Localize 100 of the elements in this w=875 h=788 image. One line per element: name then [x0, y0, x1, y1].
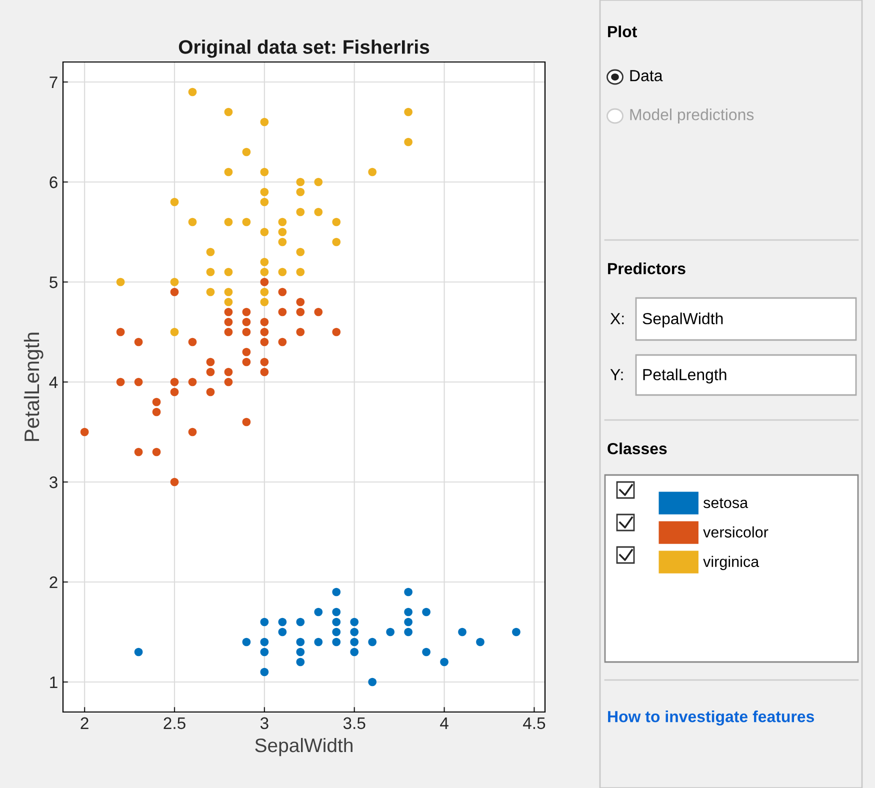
point	[260, 668, 269, 676]
point	[170, 198, 179, 206]
point	[386, 628, 394, 636]
point	[188, 338, 197, 346]
point	[512, 628, 520, 636]
point	[242, 218, 251, 226]
point	[260, 328, 269, 336]
point	[206, 368, 215, 376]
point	[332, 608, 341, 616]
text: Model predictions	[630, 108, 754, 124]
chart-title: Original data set: FisherIris	[178, 40, 430, 58]
y-tick-label: 1	[50, 676, 58, 688]
point	[206, 288, 215, 296]
point	[206, 358, 215, 366]
point	[170, 388, 179, 396]
point	[80, 428, 89, 436]
point	[224, 318, 233, 326]
point	[224, 268, 233, 276]
y-tick-label: 7	[50, 76, 58, 88]
y-tick-label: 6	[50, 176, 58, 188]
point	[296, 248, 305, 256]
x-tick-label: 2	[80, 717, 88, 729]
point	[278, 268, 287, 276]
point	[278, 308, 287, 316]
y-tick-label: 5	[50, 276, 58, 288]
point	[314, 608, 323, 616]
point	[260, 648, 269, 656]
point	[260, 288, 269, 296]
point	[296, 658, 305, 666]
point	[134, 648, 143, 656]
point	[242, 348, 251, 356]
point	[242, 328, 251, 336]
point	[152, 448, 161, 456]
point	[260, 188, 269, 196]
point	[224, 218, 233, 226]
y-axis-title: PetalLength	[24, 332, 44, 441]
text: Data	[630, 70, 663, 82]
y-tick-label: 3	[50, 476, 58, 488]
point	[350, 648, 359, 656]
point	[278, 218, 287, 226]
point	[260, 258, 269, 266]
point	[260, 268, 269, 276]
point	[116, 378, 125, 386]
point	[278, 288, 287, 296]
point	[242, 418, 251, 426]
point	[314, 208, 323, 216]
point	[224, 378, 233, 386]
point	[170, 278, 179, 286]
point	[296, 268, 305, 276]
point	[404, 138, 412, 146]
text: How to investigate features	[608, 710, 814, 726]
x-tick-label: 3.5	[343, 717, 366, 730]
legend-label: versicolor	[703, 526, 768, 538]
point	[224, 288, 233, 296]
point	[224, 368, 233, 376]
point	[332, 628, 341, 636]
point	[350, 618, 359, 626]
point	[368, 638, 377, 646]
point	[170, 288, 179, 296]
point	[152, 398, 161, 406]
point	[296, 178, 305, 186]
x-tick-label: 2.5	[164, 717, 186, 730]
point	[134, 448, 143, 456]
point	[260, 298, 269, 306]
point	[260, 368, 269, 376]
point	[260, 278, 269, 286]
point	[296, 328, 305, 336]
text: SepalWidth	[642, 312, 723, 328]
point	[260, 618, 269, 626]
point	[278, 338, 287, 346]
point	[260, 228, 269, 236]
point	[368, 168, 377, 176]
point	[188, 218, 197, 226]
point	[260, 118, 269, 126]
point	[296, 638, 305, 646]
point	[404, 108, 412, 116]
point	[278, 618, 287, 626]
point	[260, 318, 269, 326]
point	[440, 658, 448, 666]
point	[242, 358, 251, 366]
point	[260, 638, 269, 646]
point	[224, 328, 233, 336]
point	[296, 618, 305, 626]
point	[476, 638, 484, 646]
point	[458, 628, 466, 636]
point	[404, 588, 412, 596]
point	[296, 208, 305, 216]
point	[314, 638, 323, 646]
point	[422, 608, 430, 616]
point	[224, 168, 233, 176]
point	[206, 248, 215, 256]
point	[404, 608, 412, 616]
point	[134, 338, 143, 346]
point	[116, 328, 125, 336]
point	[332, 218, 341, 226]
point	[278, 238, 287, 246]
text: Plot	[608, 26, 637, 38]
point	[350, 628, 359, 636]
text: X:	[610, 313, 624, 324]
point	[278, 228, 287, 236]
